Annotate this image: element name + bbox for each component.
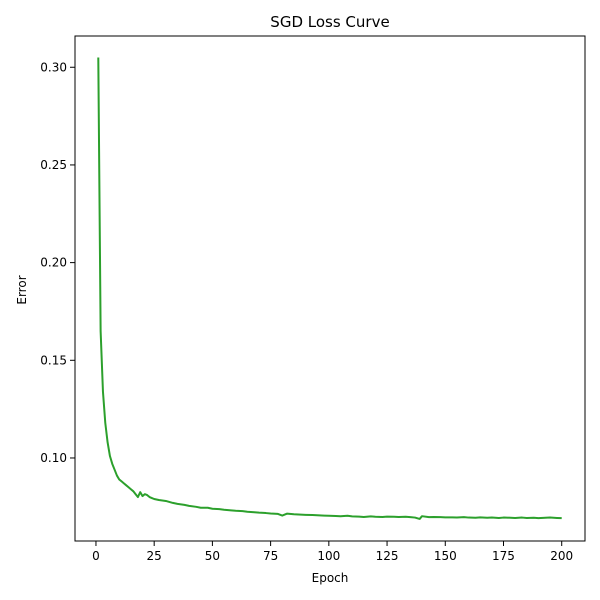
y-axis-label: Error bbox=[15, 275, 29, 304]
y-tick-label: 0.25 bbox=[40, 158, 67, 172]
y-tick-label: 0.15 bbox=[40, 353, 67, 367]
y-axis: 0.10 0.15 0.20 0.25 0.30 bbox=[40, 60, 75, 465]
y-tick-label: 0.10 bbox=[40, 451, 67, 465]
chart-title: SGD Loss Curve bbox=[270, 13, 389, 31]
x-tick-label: 75 bbox=[263, 549, 278, 563]
x-tick-label: 100 bbox=[317, 549, 340, 563]
x-tick-label: 0 bbox=[92, 549, 100, 563]
x-axis-label: Epoch bbox=[312, 571, 349, 585]
y-tick-label: 0.20 bbox=[40, 256, 67, 270]
x-tick-label: 175 bbox=[492, 549, 515, 563]
loss-series-line bbox=[97, 57, 562, 520]
y-tick-label: 0.30 bbox=[40, 60, 67, 74]
x-tick-label: 125 bbox=[376, 549, 399, 563]
x-tick-label: 150 bbox=[434, 549, 457, 563]
x-tick-label: 50 bbox=[205, 549, 220, 563]
x-tick-label: 25 bbox=[147, 549, 162, 563]
plot-frame bbox=[74, 35, 586, 542]
x-tick-label: 200 bbox=[550, 549, 573, 563]
x-axis: 0 25 50 75 100 125 150 175 200 bbox=[92, 541, 573, 563]
